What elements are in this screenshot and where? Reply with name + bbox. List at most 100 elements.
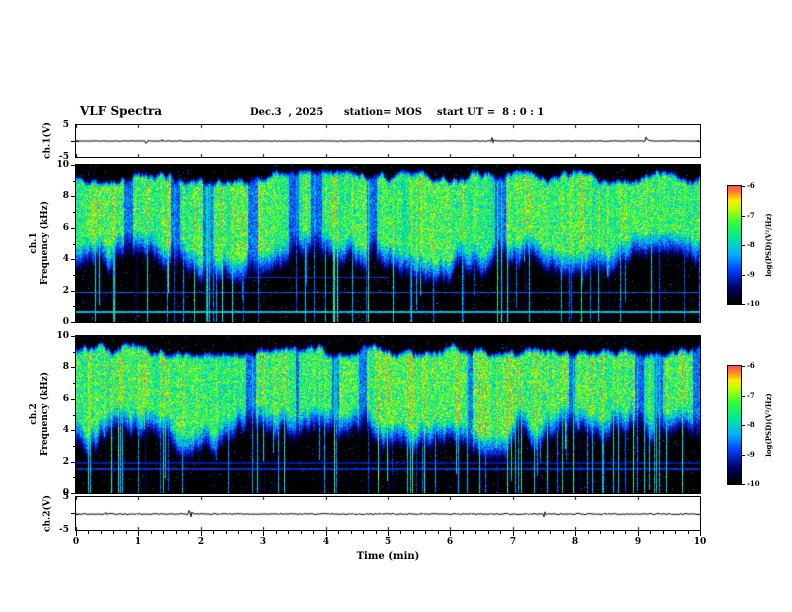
x-minor-tick bbox=[338, 531, 339, 534]
x-minor-tick bbox=[151, 531, 152, 534]
colorbar-tick bbox=[742, 484, 745, 485]
freq-tick-label: 8 bbox=[62, 362, 69, 372]
x-minor-tick bbox=[488, 531, 489, 534]
x-tick-label: 10 bbox=[693, 537, 707, 547]
colorbar-tick bbox=[742, 425, 745, 426]
ch2-frequency-axis-label: ch.2 Frequency (kHz) bbox=[29, 359, 51, 469]
x-minor-tick bbox=[376, 531, 377, 534]
x-minor-tick bbox=[313, 531, 314, 534]
freq-tick-label: 2 bbox=[62, 457, 69, 467]
x-minor-tick bbox=[213, 531, 214, 534]
x-tick-label: 4 bbox=[322, 537, 330, 547]
start-ut-label: start UT = 8 : 0 : 1 bbox=[437, 107, 545, 118]
colorbar-tick bbox=[742, 245, 745, 246]
x-tick-label: 7 bbox=[509, 537, 517, 547]
freq-major-tick bbox=[71, 259, 76, 260]
freq-minor-tick bbox=[73, 244, 76, 245]
wave-y-tick-label: -5 bbox=[59, 152, 69, 162]
ch1-spectrogram-panel bbox=[75, 164, 701, 323]
freq-major-tick bbox=[71, 493, 76, 494]
colorbar-tick bbox=[742, 186, 745, 187]
colorbar-tick-label: -7 bbox=[747, 391, 755, 400]
colorbar-tick-label: -10 bbox=[747, 299, 760, 308]
x-minor-tick bbox=[438, 531, 439, 534]
x-tick-label: 3 bbox=[259, 537, 267, 547]
wave-mid-tick bbox=[71, 141, 76, 142]
freq-tick-label: 10 bbox=[56, 160, 69, 170]
freq-minor-tick bbox=[73, 383, 76, 384]
x-tick-label: 8 bbox=[571, 537, 579, 547]
colorbar-tick-label: -7 bbox=[747, 211, 755, 220]
colorbar-tick bbox=[742, 455, 745, 456]
x-minor-tick bbox=[425, 531, 426, 534]
x-minor-tick bbox=[500, 531, 501, 534]
freq-tick-label: 8 bbox=[62, 191, 69, 201]
x-tick-label: 2 bbox=[197, 537, 205, 547]
ch2-colorbar bbox=[727, 365, 742, 485]
x-tick-label: 0 bbox=[72, 537, 80, 547]
ch2-colorbar-canvas bbox=[728, 366, 741, 484]
ch1-colorbar bbox=[727, 185, 742, 305]
ch1-voltage-axis-label: ch.1(V) bbox=[42, 122, 53, 159]
x-minor-tick bbox=[238, 531, 239, 534]
freq-minor-tick bbox=[73, 306, 76, 307]
x-major-tick bbox=[513, 531, 514, 536]
x-minor-tick bbox=[663, 531, 664, 534]
x-minor-tick bbox=[650, 531, 651, 534]
x-major-tick bbox=[388, 531, 389, 536]
ch1-voltage-canvas bbox=[76, 125, 700, 157]
x-minor-tick bbox=[113, 531, 114, 534]
x-minor-tick bbox=[351, 531, 352, 534]
colorbar-tick-label: -8 bbox=[747, 420, 755, 429]
colorbar-tick-label: -6 bbox=[747, 361, 755, 370]
x-tick-label: 6 bbox=[446, 537, 454, 547]
freq-tick-label: 6 bbox=[62, 394, 69, 404]
colorbar-tick-label: -8 bbox=[747, 240, 755, 249]
x-minor-tick bbox=[363, 531, 364, 534]
wave-mid-tick bbox=[71, 513, 76, 514]
freq-major-tick bbox=[71, 322, 76, 323]
freq-tick-label: 4 bbox=[62, 425, 69, 435]
ch1-frequency-unit-label: Frequency (kHz) bbox=[40, 201, 50, 286]
x-tick-label: 9 bbox=[634, 537, 642, 547]
freq-major-tick bbox=[71, 430, 76, 431]
x-minor-tick bbox=[613, 531, 614, 534]
x-minor-tick bbox=[226, 531, 227, 534]
x-minor-tick bbox=[176, 531, 177, 534]
freq-minor-tick bbox=[73, 446, 76, 447]
freq-tick-label: 4 bbox=[62, 254, 69, 264]
x-major-tick bbox=[76, 531, 77, 536]
ch2-voltage-panel bbox=[75, 496, 701, 531]
x-major-tick bbox=[450, 531, 451, 536]
x-major-tick bbox=[201, 531, 202, 536]
wave-y-tick-label: -5 bbox=[59, 525, 69, 535]
x-minor-tick bbox=[101, 531, 102, 534]
ch2-spectrogram-panel bbox=[75, 335, 701, 494]
x-major-tick bbox=[638, 531, 639, 536]
x-minor-tick bbox=[276, 531, 277, 534]
x-minor-tick bbox=[525, 531, 526, 534]
x-major-tick bbox=[263, 531, 264, 536]
ch1-voltage-panel bbox=[75, 124, 701, 158]
freq-minor-tick bbox=[73, 181, 76, 182]
colorbar-tick-label: -10 bbox=[747, 479, 760, 488]
ch1-colorbar-label: log(PSD)(V²/Hz) bbox=[764, 213, 773, 277]
freq-minor-tick bbox=[73, 352, 76, 353]
colorbar-tick-label: -9 bbox=[747, 270, 755, 279]
x-minor-tick bbox=[288, 531, 289, 534]
x-minor-tick bbox=[188, 531, 189, 534]
freq-minor-tick bbox=[73, 477, 76, 478]
x-axis-title: Time (min) bbox=[356, 551, 420, 562]
ch2-colorbar-label: log(PSD)(V²/Hz) bbox=[764, 393, 773, 457]
colorbar-tick bbox=[742, 366, 745, 367]
wave-y-tick-label: 5 bbox=[62, 120, 69, 130]
freq-major-tick bbox=[71, 165, 76, 166]
x-minor-tick bbox=[413, 531, 414, 534]
freq-tick-label: 10 bbox=[56, 331, 69, 341]
ch1-spectrogram-canvas bbox=[76, 165, 700, 322]
freq-tick-label: 0 bbox=[62, 317, 69, 327]
ch1-frequency-axis-label: ch.1 Frequency (kHz) bbox=[29, 188, 51, 298]
ch2-spec-channel-label: ch.2 bbox=[29, 403, 39, 425]
colorbar-tick-label: -6 bbox=[747, 181, 755, 190]
